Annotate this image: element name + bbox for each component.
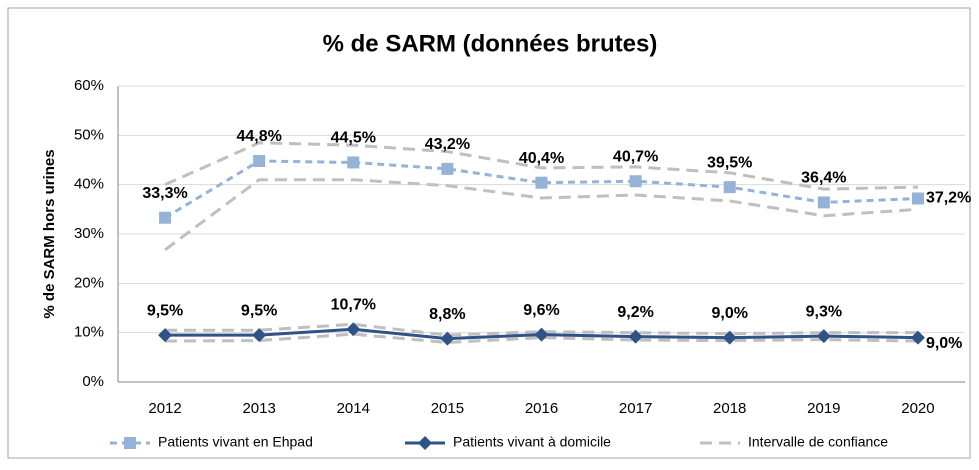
data-label: 40,4% (519, 150, 564, 167)
y-tick-label: 0% (82, 373, 104, 390)
chart-title: % de SARM (données brutes) (323, 30, 658, 57)
marker (440, 331, 455, 346)
x-tick-label: 2020 (901, 400, 934, 417)
ci-line (164, 141, 918, 191)
marker (816, 329, 831, 344)
x-tick-label: 2019 (807, 400, 840, 417)
marker (910, 330, 925, 345)
y-tick-label: 60% (74, 77, 104, 94)
data-label: 9,3% (806, 303, 842, 320)
data-label: 43,2% (425, 136, 470, 153)
ci-line (164, 178, 919, 251)
marker (159, 211, 172, 224)
legend-marker (124, 437, 136, 449)
y-axis-label: % de SARM hors urines (41, 149, 58, 318)
marker (723, 181, 736, 194)
y-tick-label: 20% (74, 274, 104, 291)
marker (534, 327, 549, 342)
chart-border (7, 7, 971, 459)
y-tick-label: 50% (74, 126, 104, 143)
y-tick-label: 30% (74, 225, 104, 242)
marker (628, 329, 643, 344)
data-label: 37,2% (926, 190, 971, 207)
marker (252, 328, 267, 343)
y-tick-label: 10% (74, 324, 104, 341)
x-tick-label: 2016 (525, 400, 558, 417)
data-label: 10,7% (331, 296, 376, 313)
x-tick-label: 2018 (713, 400, 746, 417)
data-label: 44,5% (331, 130, 376, 147)
data-label: 44,8% (236, 128, 281, 145)
marker (158, 328, 173, 343)
marker (346, 322, 361, 337)
marker (535, 176, 548, 189)
x-tick-label: 2015 (431, 400, 464, 417)
marker (253, 154, 266, 167)
marker (911, 192, 924, 205)
ci-line (165, 322, 918, 337)
data-label: 33,3% (142, 185, 187, 202)
marker (347, 156, 360, 169)
data-label: 9,0% (711, 305, 747, 322)
ci-line (165, 332, 918, 345)
marker (441, 162, 454, 175)
data-label: 39,5% (707, 154, 752, 171)
legend-marker (418, 436, 432, 450)
data-label: 9,0% (926, 335, 962, 352)
data-label: 9,5% (147, 302, 183, 319)
x-tick-label: 2013 (242, 400, 275, 417)
data-label: 9,5% (241, 302, 277, 319)
legend-label: Intervalle de confiance (748, 434, 888, 450)
data-label: 40,7% (613, 148, 658, 165)
data-label: 36,4% (801, 170, 846, 187)
x-tick-label: 2012 (148, 400, 181, 417)
x-tick-label: 2014 (337, 400, 370, 417)
marker (722, 330, 737, 345)
legend-label: Patients vivant en Ehpad (158, 434, 313, 450)
legend-label: Patients vivant à domicile (453, 434, 611, 450)
data-label: 9,2% (617, 304, 653, 321)
marker (629, 175, 642, 188)
x-tick-label: 2017 (619, 400, 652, 417)
data-label: 8,8% (429, 306, 465, 323)
y-tick-label: 40% (74, 176, 104, 193)
marker (817, 196, 830, 209)
data-label: 9,6% (523, 302, 559, 319)
